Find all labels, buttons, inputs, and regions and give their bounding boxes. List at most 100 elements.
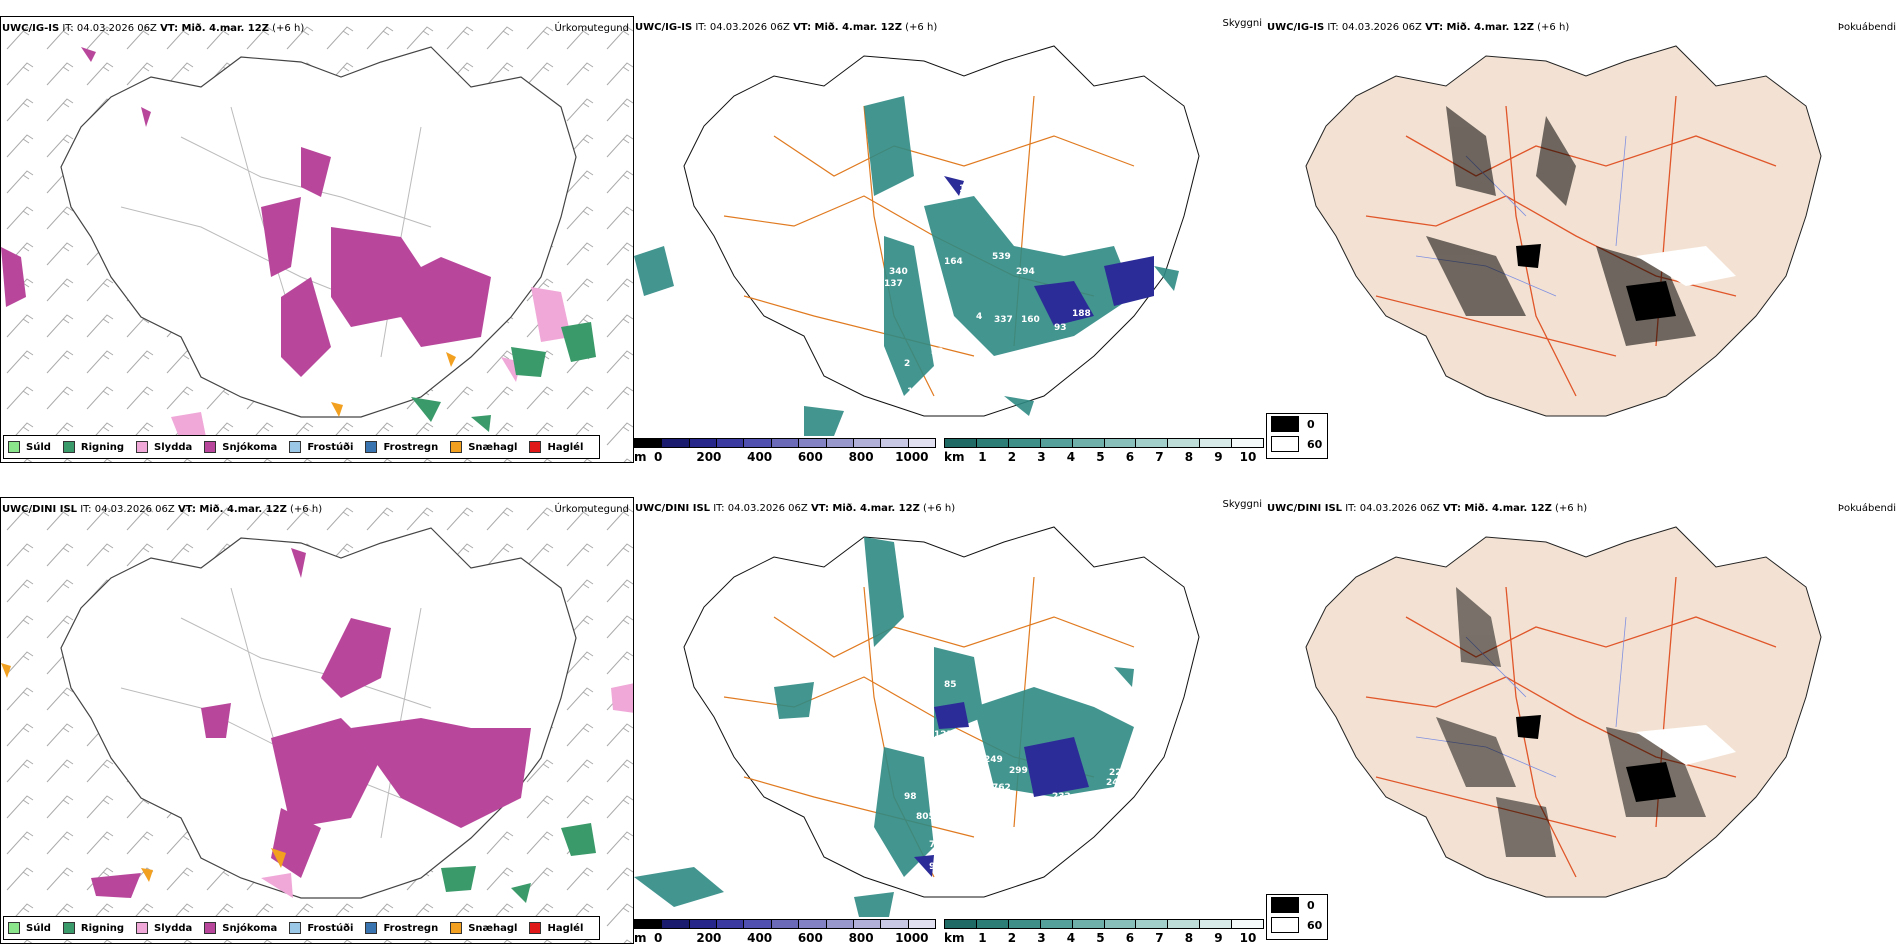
ceiling-map-row2[interactable]: 8514125249299762199822023229622424805190… xyxy=(634,497,1266,944)
visibility-value-label: 296 xyxy=(1052,805,1071,815)
visibility-value-label: 85 xyxy=(944,680,957,690)
snow-areas xyxy=(1,47,491,377)
precip-type-legend: Súld Rigning Slydda Snjókoma Frostúði Frostre… xyxy=(3,916,601,940)
legend-item-4: Frostúði xyxy=(289,441,353,453)
visibility-value-label: 133 xyxy=(959,184,978,194)
colorbar-tick-label: 0 xyxy=(653,450,663,463)
visibility-value-label: 98 xyxy=(904,792,917,802)
fog-map-row2[interactable] xyxy=(1266,497,1900,944)
colorbar-cell xyxy=(853,439,882,447)
visibility-value-label: 160 xyxy=(1021,315,1040,325)
legend-swatch xyxy=(450,922,463,934)
visibility-colorbar: km 1 2 3 4 5 6 7 8 9 10 xyxy=(944,919,1264,944)
model-label: UWC/DINI ISL xyxy=(2,504,78,515)
colorbar-tick-label: 9 xyxy=(1214,450,1223,463)
model-label: UWC/DINI ISL xyxy=(1267,503,1343,514)
fog-legend-swatch xyxy=(1271,917,1299,933)
colorbar-tick-label: 1 xyxy=(978,450,987,463)
visibility-value-label: 164 xyxy=(944,257,963,267)
fog-map-row1[interactable] xyxy=(1266,16,1900,463)
visibility-value-label: 337 xyxy=(994,315,1013,325)
colorbar-cell xyxy=(945,920,977,928)
init-time: IT: 04.03.2026 06Z xyxy=(80,504,175,515)
fog-title: Þokuábendi xyxy=(1837,503,1896,514)
colorbar-cell xyxy=(799,920,827,928)
legend-label: Frostregn xyxy=(383,441,439,453)
valid-time: VT: Mið. 4.mar. 12Z xyxy=(793,22,902,33)
colorbar-tick-label: 400 xyxy=(747,931,773,944)
colorbar-tick-label: 1000 xyxy=(895,931,929,944)
colorbar-tick-label: 10 xyxy=(1239,450,1257,463)
colorbar-tick-label: 2 xyxy=(1007,450,1017,463)
visibility-value-label: 539 xyxy=(992,252,1011,262)
legend-label: Frostregn xyxy=(383,922,439,934)
dense-fog-areas xyxy=(1516,244,1676,321)
legend-item-1: Rigning xyxy=(62,441,124,453)
init-time: IT: 04.03.2026 06Z xyxy=(695,22,790,33)
colorbar-tick-label: 2 xyxy=(1007,931,1017,944)
legend-item-0: Súld xyxy=(8,441,51,453)
colorbar-ticks: m 0 200 400 600 800 1000 xyxy=(634,931,936,944)
legend-label: Rigning xyxy=(80,922,125,934)
legend-label: Snæhagl xyxy=(468,441,518,453)
visibility-value-label: 249 xyxy=(984,755,1003,765)
fog-title: Þokuábendi xyxy=(1837,22,1896,33)
init-time: IT: 04.03.2026 06Z xyxy=(1327,22,1422,33)
colorbar-cell xyxy=(1008,920,1041,928)
colorbar-ticks: km 1 2 3 4 5 6 7 8 9 10 xyxy=(944,931,1264,944)
visibility-value-label: 294 xyxy=(1016,267,1035,277)
legend-swatch xyxy=(289,441,302,453)
visibility-value-label: 32 xyxy=(931,347,944,357)
colorbar-tick-label: 4 xyxy=(1066,931,1076,944)
colorbar-cell xyxy=(945,439,977,447)
visibility-value-label: 24 xyxy=(1106,778,1119,788)
legend-item-6: Snæhagl xyxy=(450,441,517,453)
visibility-value-label: 137 xyxy=(884,279,903,289)
fog-panel-row2: UWC/DINI ISL IT: 04.03.2026 06Z VT: Mið.… xyxy=(1266,497,1900,944)
visibility-value-label: 19 xyxy=(984,790,997,800)
legend-swatch xyxy=(62,441,75,453)
colorbar-cell xyxy=(1136,920,1169,928)
panel-title-fog-row2: UWC/DINI ISL IT: 04.03.2026 06Z VT: Mið.… xyxy=(1267,503,1587,514)
ceiling-title: Skyggni xyxy=(1222,18,1262,29)
visibility-value-label: 340 xyxy=(889,267,908,277)
low-visibility-areas xyxy=(634,96,1179,436)
precip-map-row1[interactable] xyxy=(1,17,634,463)
visibility-value-label: 110 xyxy=(1060,339,1079,349)
visibility-value-label: 70 xyxy=(929,840,942,850)
fog-panel-row1: UWC/IG-IS IT: 04.03.2026 06Z VT: Mið. 4.… xyxy=(1266,16,1900,463)
model-label: UWC/DINI ISL xyxy=(635,503,711,514)
colorbar-cell xyxy=(717,439,745,447)
precip-map-row2[interactable] xyxy=(1,498,634,944)
legend-label: Snjókoma xyxy=(222,441,278,453)
colorbar-ticks: m 0 200 400 600 800 1000 xyxy=(634,450,936,463)
legend-item-0: Súld xyxy=(8,922,51,934)
colorbar-cell xyxy=(771,920,800,928)
glacier-patch xyxy=(1636,246,1736,286)
legend-label: Slydda xyxy=(154,441,193,453)
visibility-value-label: 14 xyxy=(849,254,862,264)
colorbar-tick-label: 7 xyxy=(1155,931,1164,944)
colorbar-cell xyxy=(976,920,1009,928)
visibility-value-label: 188 xyxy=(1072,309,1091,319)
visibility-value-label: 762 xyxy=(992,783,1011,793)
colorbar-cell xyxy=(1072,920,1105,928)
visibility-value-label: 220 xyxy=(1134,750,1153,760)
visibility-value-label: 93 xyxy=(1054,323,1067,333)
legend-swatch xyxy=(529,922,542,934)
colorbar-ticks: km 1 2 3 4 5 6 7 8 9 10 xyxy=(944,450,1264,463)
colorbar-unit: m xyxy=(634,450,647,463)
lead-time: (+6 h) xyxy=(923,503,956,514)
init-time: IT: 04.03.2026 06Z xyxy=(1345,503,1440,514)
visibility-value-label: 14 xyxy=(839,715,852,725)
valid-time: VT: Mið. 4.mar. 12Z xyxy=(160,23,269,34)
colorbar-cell xyxy=(1168,439,1201,447)
colorbar-tick-label: 4 xyxy=(1066,450,1076,463)
visibility-value-label: 299 xyxy=(1009,766,1028,776)
colorbar-strip xyxy=(944,438,1264,448)
lead-time: (+6 h) xyxy=(1555,503,1588,514)
colorbar-tick-label: 1000 xyxy=(895,450,929,463)
ceiling-panel-row2: 85 14 125 249 299 762 19 98 220 232 296 224 24 805 190… xyxy=(634,497,1266,944)
